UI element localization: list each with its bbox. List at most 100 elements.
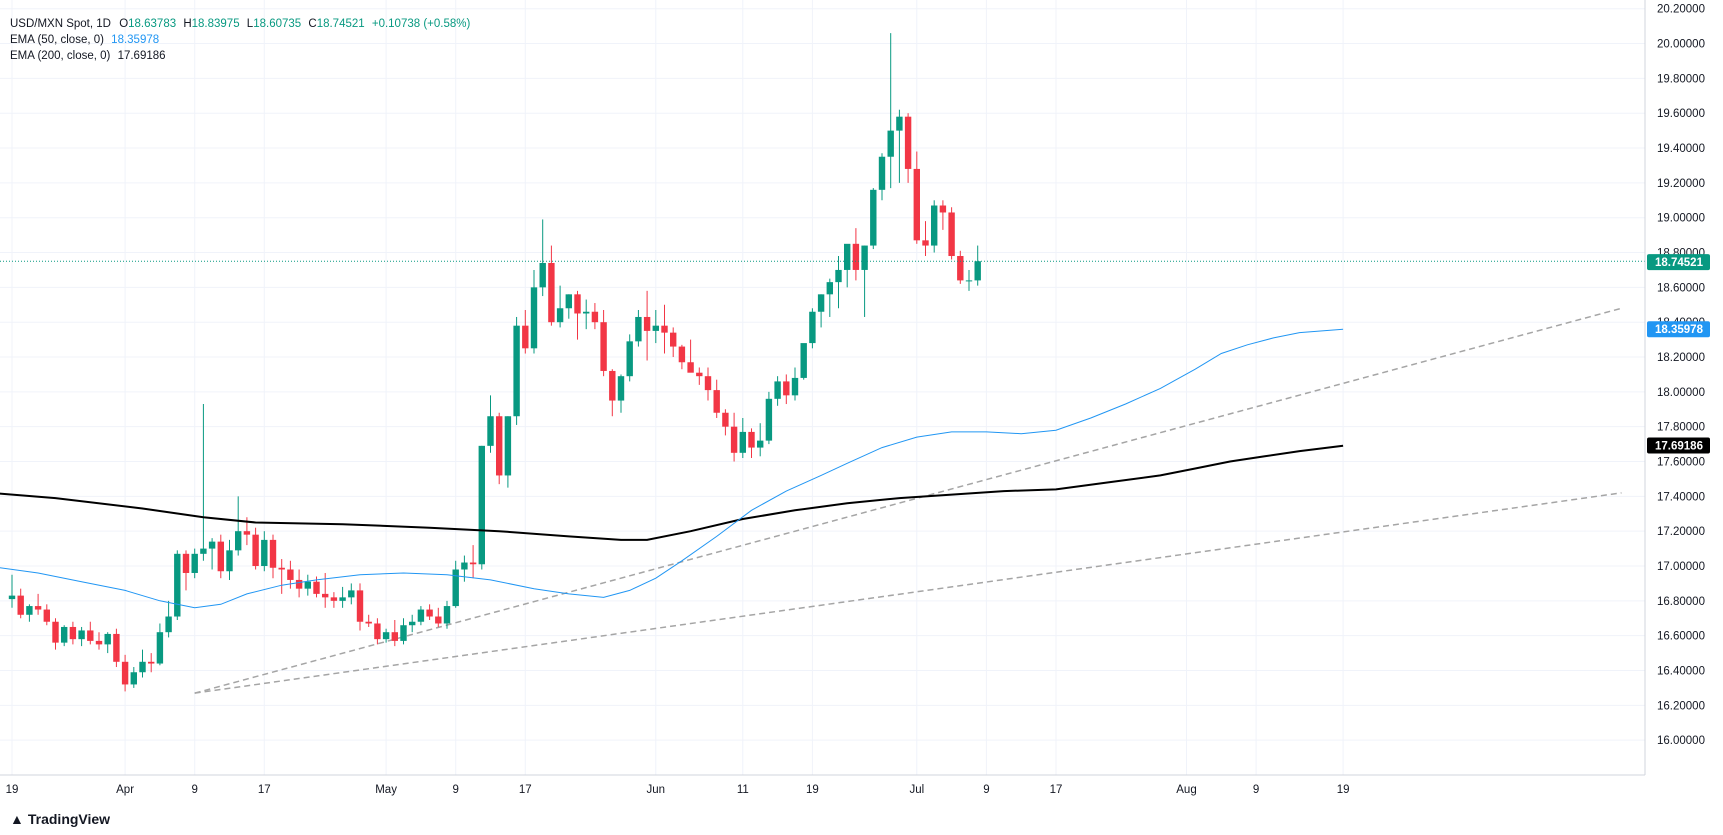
ema50-tag: 18.35978 (1647, 321, 1710, 338)
candle-body (670, 332, 677, 347)
candle-body (269, 539, 277, 568)
candle (156, 623, 164, 666)
candle (443, 600, 451, 629)
candle (478, 445, 485, 570)
candle-body (208, 541, 216, 549)
candle-body (261, 539, 268, 567)
candle-body (939, 205, 947, 213)
candle-body (148, 661, 155, 664)
candle (774, 376, 781, 406)
candle-body (783, 381, 790, 396)
candle (217, 534, 224, 579)
candle (52, 618, 59, 650)
candle (783, 374, 790, 405)
candle-body (556, 308, 564, 323)
candle-body (443, 606, 451, 624)
candle-body (113, 633, 120, 662)
candle-body (330, 597, 338, 601)
candle-body (139, 661, 146, 673)
time-tick-label: Jul (909, 784, 924, 796)
price-axis[interactable]: 16.00000 16.20000 16.40000 16.60000 16.80000… (1657, 4, 1705, 747)
candle (617, 374, 625, 413)
candle (835, 256, 842, 309)
time-axis[interactable]: 19 Apr 9 17 May 9 17 Jun 11 19 Jul 9 17 Aug 9 19 (6, 784, 1350, 796)
candle-body (678, 346, 686, 363)
candle (948, 207, 955, 260)
high-value: 18.83975 (191, 18, 240, 30)
candle (496, 412, 503, 485)
candle (165, 600, 172, 638)
candle (226, 539, 233, 580)
candle (800, 343, 807, 380)
ema200-label[interactable]: EMA (200, close, 0) (10, 50, 111, 62)
candle (687, 339, 694, 373)
ema200-value: 17.69186 (117, 50, 166, 62)
candle-body (826, 282, 833, 295)
candle-body (43, 609, 50, 622)
candle (148, 653, 155, 673)
candle (382, 628, 390, 643)
candle (974, 245, 981, 286)
candle-body (739, 431, 746, 453)
candle-body (513, 325, 520, 417)
candle-body (243, 531, 251, 535)
candle (722, 409, 729, 436)
candle-body (791, 377, 799, 396)
candle-body (426, 609, 433, 617)
last-price-tag-text: 18.74521 (1655, 257, 1704, 269)
candle-body (313, 581, 320, 594)
candle (661, 304, 668, 354)
candle (904, 113, 912, 183)
candle-body (574, 294, 581, 314)
candle (530, 269, 538, 354)
price-tick-label: 16.40000 (1657, 666, 1705, 678)
candle (78, 626, 85, 647)
price-tick-label: 17.80000 (1657, 422, 1705, 434)
candle (409, 614, 416, 633)
time-tick-label: 9 (452, 784, 458, 796)
candle (278, 559, 285, 594)
candle-body (931, 205, 938, 246)
candle-body (322, 593, 329, 598)
candle (844, 243, 851, 288)
candle-body (548, 262, 555, 323)
price-tick-label: 16.80000 (1657, 596, 1705, 608)
candle (957, 250, 964, 284)
candle-body (461, 562, 468, 570)
candle (748, 428, 755, 459)
open-value: 18.63783 (128, 18, 177, 30)
tradingview-logo[interactable]: ▲ TradingView (10, 811, 110, 827)
candle (208, 538, 216, 570)
candle-body (182, 553, 190, 573)
price-tick-label: 18.00000 (1657, 387, 1705, 399)
candle (95, 632, 103, 650)
time-tick-label: 19 (806, 784, 819, 796)
candle (261, 531, 268, 572)
candlesticks (8, 33, 981, 692)
candle (504, 416, 512, 488)
change-value: +0.10738 (+0.58%) (371, 18, 471, 30)
candle-body (17, 595, 24, 615)
candle-body (469, 562, 477, 565)
grid-lines (0, 0, 1645, 775)
price-tick-label: 18.20000 (1657, 352, 1705, 364)
symbol-label[interactable]: USD/MXN Spot, 1D (10, 18, 111, 30)
candle-body (844, 243, 851, 270)
candle (174, 550, 181, 620)
price-tick-label: 19.80000 (1657, 73, 1705, 85)
trendlines (194, 307, 1622, 694)
candle (600, 310, 607, 377)
candle (348, 583, 355, 605)
candle-body (957, 256, 964, 281)
candle (417, 606, 425, 626)
candle-body (887, 130, 894, 157)
candle (591, 303, 599, 330)
ema50-label[interactable]: EMA (50, close, 0) (10, 34, 104, 46)
candle (104, 632, 111, 654)
candle (548, 245, 555, 326)
candle (235, 496, 242, 556)
candle-body (626, 341, 633, 377)
candle (913, 151, 920, 244)
candle-body (800, 343, 807, 378)
